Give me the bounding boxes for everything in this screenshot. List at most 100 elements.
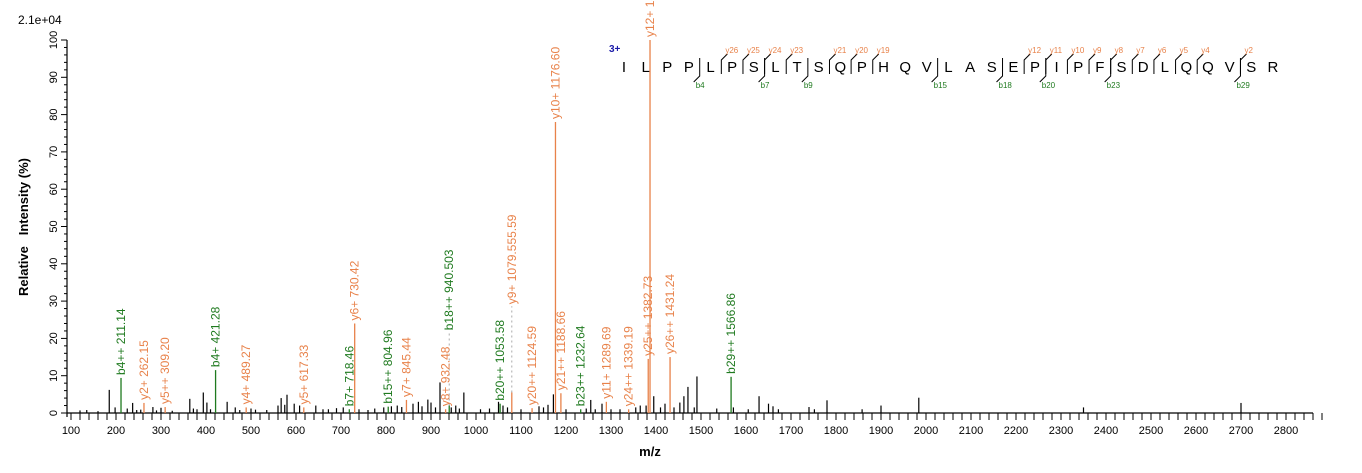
peak-label: y5+ 617.33 <box>297 344 311 404</box>
y-ion-bracket <box>1088 53 1096 74</box>
b-ion-bracket <box>758 58 766 83</box>
x-tick-label: 2400 <box>1094 425 1118 437</box>
y-tick-label: 70 <box>48 146 60 158</box>
x-tick-label: 1900 <box>869 425 893 437</box>
b-ion-bracket <box>1234 58 1241 83</box>
y-ion-label: y12 <box>1028 46 1041 55</box>
peak-label: y21++ 1188.66 <box>554 311 568 391</box>
sequence-residue: I <box>622 59 626 76</box>
sequence-residue: S <box>1116 59 1126 76</box>
intensity-scale-label: 2.1e+04 <box>18 13 62 27</box>
sequence-residue: L <box>706 59 714 76</box>
peak-label: b29++ 1566.86 <box>724 293 738 374</box>
y-ion-label: y24 <box>769 46 782 55</box>
peak-label: b4++ 211.14 <box>114 308 128 375</box>
y-ion-label: y20 <box>855 46 868 55</box>
y-tick-label: 80 <box>48 108 60 120</box>
y-ion-bracket <box>785 53 793 74</box>
x-tick-label: 1400 <box>644 425 668 437</box>
y-ion-bracket <box>1045 53 1053 74</box>
b-ion-bracket <box>1039 58 1047 83</box>
y-ion-label: y2 <box>1244 46 1253 55</box>
x-tick-label: 700 <box>332 425 350 437</box>
sequence-residue: T <box>792 59 801 76</box>
b-ion-bracket <box>693 58 701 83</box>
x-tick-label: 600 <box>287 425 305 437</box>
y-ion-label: y21 <box>833 46 846 55</box>
sequence-residue: S <box>749 59 759 76</box>
b-ion-label: b23 <box>1107 81 1121 90</box>
peak-label: y12+ 1386.7 <box>643 0 657 37</box>
axes: 100 200 300 400 500 600 700 800 900 1000 1100 1200 1… <box>48 31 1323 437</box>
y-tick-label: 60 <box>48 183 60 195</box>
y-axis-title: Relative Intensity (%) <box>16 158 31 296</box>
sequence-residue: Q <box>1181 59 1193 76</box>
x-tick-label: 1500 <box>689 425 713 437</box>
sequence-residue: P <box>727 59 737 76</box>
sequence-residue: L <box>641 59 649 76</box>
sequence-residue: S <box>814 59 824 76</box>
y-ion-label: y26 <box>725 46 738 55</box>
sequence-residue: H <box>878 59 889 76</box>
x-tick-label: 1700 <box>779 425 803 437</box>
x-tick-label: 1100 <box>509 425 533 437</box>
y-tick-label: 90 <box>48 71 60 83</box>
sequence-residue: I <box>1055 59 1059 76</box>
peak-label: y10+ 1176.60 <box>548 47 562 120</box>
y-ion-label: y4 <box>1201 46 1210 55</box>
b-ion-label: b9 <box>804 81 813 90</box>
sequence-residue: E <box>1008 59 1018 76</box>
b-ion-label: b7 <box>761 81 770 90</box>
peak-label: y26++ 1431.24 <box>663 274 677 354</box>
sequence-residue: S <box>1246 59 1256 76</box>
y-tick-label: 30 <box>48 295 60 307</box>
y-ion-label: y9 <box>1093 46 1102 55</box>
sequence-residue: P <box>1030 59 1040 76</box>
y-ion-bracket <box>1153 53 1161 74</box>
b-ion-bracket <box>801 58 809 83</box>
sequence-residue: D <box>1138 59 1149 76</box>
x-tick-label: 1300 <box>599 425 623 437</box>
peak-label: y20++ 1124.59 <box>525 326 539 406</box>
y-ion-bracket <box>764 53 771 74</box>
peak-label: b20++ 1053.58 <box>493 320 507 401</box>
y-tick-label: 10 <box>48 370 60 382</box>
sequence-residue: R <box>1267 59 1278 76</box>
peak-label: y11+ 1289.69 <box>599 326 613 399</box>
x-tick-label: 900 <box>422 425 440 437</box>
y-ion-label: y6 <box>1158 46 1167 55</box>
y-ion-label: y8 <box>1115 46 1124 55</box>
x-tick-label: 1200 <box>554 425 578 437</box>
sequence-residue: L <box>1161 59 1169 76</box>
x-axis-title: m/z <box>639 444 661 459</box>
peak-label: y7+ 845.44 <box>399 337 413 397</box>
peak-label: y4+ 489.27 <box>239 344 253 404</box>
y-ion-bracket <box>828 53 836 74</box>
x-tick-label: 1000 <box>464 425 488 437</box>
sequence-residue: P <box>684 59 694 76</box>
peak-label: y9+ 1079.555.59 <box>505 214 519 304</box>
peak-label: b4+ 421.28 <box>209 306 223 367</box>
sequence-residue: V <box>1225 59 1235 76</box>
sequence-residue: P <box>857 59 867 76</box>
y-tick-label: 40 <box>48 258 60 270</box>
y-tick-label: 0 <box>48 410 60 416</box>
b-ion-label: b15 <box>934 81 948 90</box>
y-ion-bracket <box>1131 53 1139 74</box>
charge-state: 3+ <box>609 44 621 55</box>
sequence-residue: F <box>1095 59 1104 76</box>
b-ion-label: b4 <box>696 81 705 90</box>
y-ion-label: y23 <box>790 46 803 55</box>
y-ion-label: y25 <box>747 46 760 55</box>
x-tick-label: 2600 <box>1184 425 1208 437</box>
peak-label: y5++ 309.20 <box>158 337 172 404</box>
x-tick-label: 2000 <box>914 425 938 437</box>
x-tick-label: 1600 <box>734 425 758 437</box>
sequence-residue: Q <box>1202 59 1214 76</box>
x-tick-label: 100 <box>62 425 80 437</box>
x-tick-label: 2300 <box>1049 425 1073 437</box>
x-tick-label: 2200 <box>1004 425 1028 437</box>
peak-label: b18++ 940.503 <box>442 249 456 330</box>
y-ion-label: y11 <box>1050 46 1063 55</box>
peak-label: y8+ 932.48 <box>439 346 453 406</box>
